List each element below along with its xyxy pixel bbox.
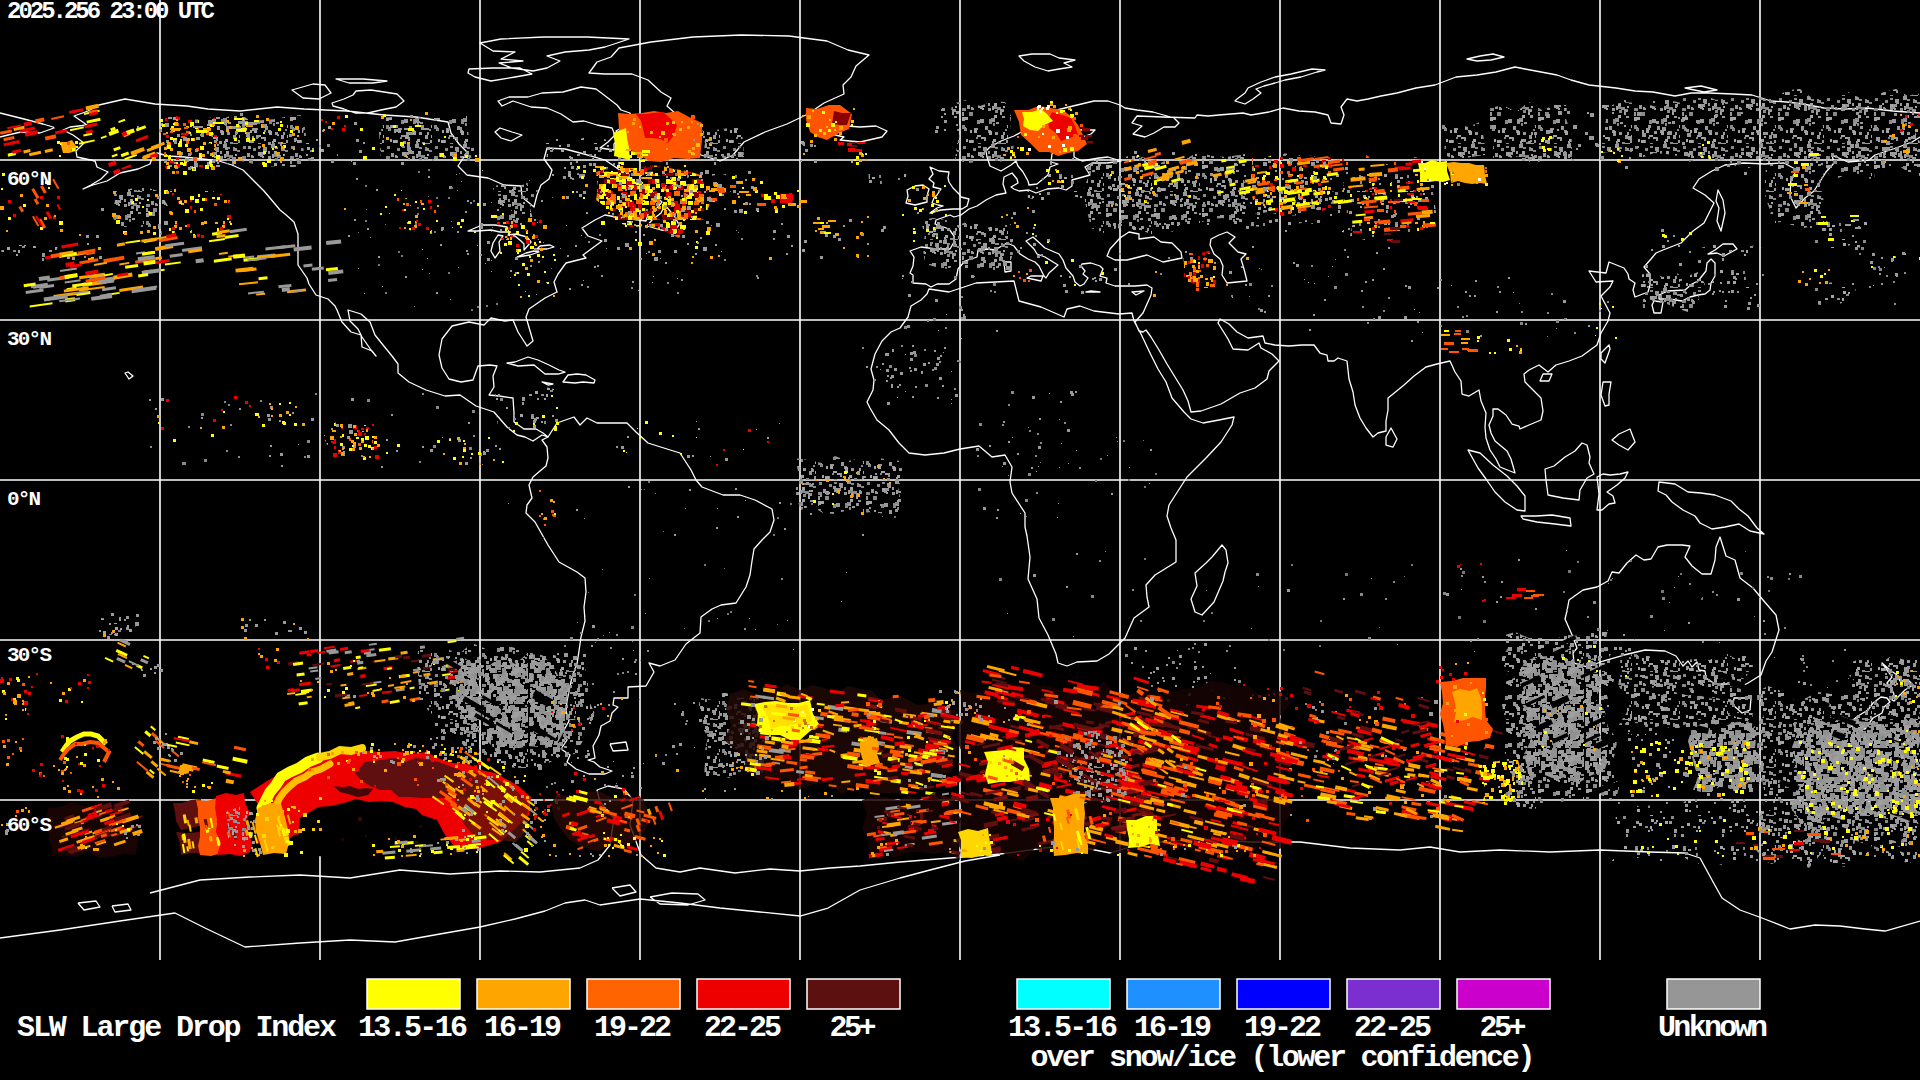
- svg-text:0°N: 0°N: [7, 488, 41, 511]
- svg-text:over snow/ice (lower confidenc: over snow/ice (lower confidence): [1031, 1041, 1536, 1075]
- svg-text:22-25: 22-25: [704, 1011, 782, 1045]
- svg-text:25+: 25+: [830, 1011, 877, 1045]
- svg-text:30°S: 30°S: [7, 644, 52, 667]
- svg-text:13.5-16: 13.5-16: [358, 1011, 468, 1045]
- svg-text:60°N: 60°N: [7, 168, 52, 191]
- svg-text:16-19: 16-19: [484, 1011, 562, 1045]
- svg-text:19-22: 19-22: [594, 1011, 672, 1045]
- svg-text:2025.256 23:00 UTC: 2025.256 23:00 UTC: [7, 0, 215, 25]
- svg-text:SLW Large Drop Index: SLW Large Drop Index: [17, 1011, 337, 1045]
- svg-text:16-19: 16-19: [1134, 1011, 1212, 1045]
- svg-text:25+: 25+: [1480, 1011, 1527, 1045]
- svg-text:60°S: 60°S: [7, 814, 52, 837]
- svg-text:Unknown: Unknown: [1658, 1011, 1768, 1045]
- svg-text:30°N: 30°N: [7, 328, 52, 351]
- svg-text:13.5-16: 13.5-16: [1008, 1011, 1118, 1045]
- svg-text:19-22: 19-22: [1244, 1011, 1322, 1045]
- svg-text:22-25: 22-25: [1354, 1011, 1432, 1045]
